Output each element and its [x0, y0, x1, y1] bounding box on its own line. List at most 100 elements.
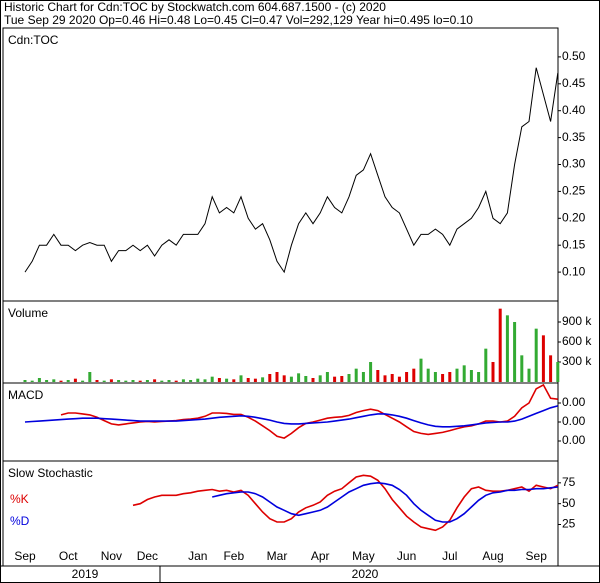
volume-bar [520, 355, 524, 382]
x-tick-label: Jul [442, 549, 457, 563]
y-tick-label: 0.50 [562, 49, 586, 63]
x-tick-label: Aug [482, 549, 503, 563]
x-tick-label: Sep [526, 549, 548, 563]
legend-entry: %D [10, 514, 30, 528]
y-tick-label: 900 k [562, 314, 592, 328]
panel-title: Cdn:TOC [8, 33, 59, 47]
volume-bar [153, 379, 157, 382]
volume-bar [498, 308, 502, 382]
y-tick-label: 0.40 [562, 103, 586, 117]
x-tick-label: May [352, 549, 375, 563]
volume-bar [419, 358, 423, 382]
volume-bar [397, 376, 401, 382]
y-tick-label: 300 k [562, 354, 592, 368]
y-tick-label: 0.45 [562, 76, 586, 90]
volume-bar [52, 379, 56, 382]
volume-bar [527, 368, 531, 382]
volume-bar [59, 380, 63, 382]
volume-bar [203, 379, 207, 382]
volume-bar [239, 375, 243, 382]
volume-bar [88, 372, 92, 382]
year-label: 2019 [72, 567, 99, 581]
panel-title: Volume [8, 306, 48, 320]
volume-bar [441, 374, 445, 382]
volume-bar [541, 335, 545, 382]
volume-bar [333, 376, 337, 382]
y-tick-label: 0.25 [562, 184, 586, 198]
y-tick-label: 0.15 [562, 237, 586, 251]
x-tick-label: Apr [311, 549, 330, 563]
volume-bar [491, 362, 495, 382]
volume-bar [95, 380, 99, 382]
volume-bar [81, 380, 85, 382]
volume-bar [484, 348, 488, 382]
volume-bar [167, 380, 171, 382]
header-line: Tue Sep 29 2020 Op=0.46 Hi=0.48 Lo=0.45 … [4, 13, 473, 27]
panel-frame [2, 300, 559, 384]
volume-bar [383, 375, 387, 382]
x-tick-label: Nov [101, 549, 122, 563]
volume-bar [109, 379, 113, 382]
x-tick-label: Mar [267, 549, 288, 563]
series-line [132, 474, 559, 532]
volume-bar [37, 378, 41, 382]
volume-bar [304, 376, 308, 382]
volume-bar [297, 373, 301, 382]
volume-bar [23, 380, 27, 382]
x-tick-label: Feb [223, 549, 244, 563]
volume-bar [232, 379, 236, 382]
y-tick-label: 0.00 [562, 433, 586, 447]
volume-bar [160, 380, 164, 382]
volume-bar [196, 378, 200, 382]
volume-bar [131, 380, 135, 382]
series-line [212, 481, 558, 523]
y-tick-label: 0.35 [562, 130, 586, 144]
volume-bar [462, 365, 466, 382]
volume-bar [311, 378, 315, 382]
volume-bar [246, 378, 250, 382]
volume-bar [390, 374, 394, 382]
volume-bar [275, 372, 279, 382]
volume-bar [369, 362, 373, 382]
x-tick-label: Sep [14, 549, 36, 563]
volume-bar [455, 368, 459, 382]
volume-bar [549, 355, 553, 382]
volume-bar [340, 376, 344, 382]
volume-bar [268, 374, 272, 382]
panel-title: MACD [8, 388, 44, 402]
volume-bar [361, 372, 365, 382]
volume-bar [469, 370, 473, 382]
volume-bar [253, 378, 257, 382]
volume-bar [117, 380, 121, 382]
volume-bar [225, 378, 229, 382]
volume-bar [66, 380, 70, 382]
panel-frame [2, 27, 559, 302]
y-tick-label: 50 [562, 496, 576, 510]
volume-bar [73, 378, 77, 382]
volume-bar [426, 368, 430, 382]
volume-bar [448, 372, 452, 382]
volume-bar [289, 376, 293, 382]
x-tick-label: Dec [137, 549, 158, 563]
volume-bar [145, 380, 149, 382]
header-line: Historic Chart for Cdn:TOC by Stockwatch… [4, 0, 386, 14]
x-tick-label: Jun [397, 549, 416, 563]
volume-bar [556, 362, 560, 382]
x-tick-label: Jan [188, 549, 207, 563]
volume-bar [347, 374, 351, 382]
y-tick-label: 0.10 [562, 264, 586, 278]
y-tick-label: 25 [562, 517, 576, 531]
panel-title: Slow Stochastic [8, 466, 93, 480]
y-tick-label: 0.00 [562, 395, 586, 409]
volume-bar [376, 370, 380, 382]
volume-bar [138, 380, 142, 382]
y-tick-label: 600 k [562, 334, 592, 348]
y-tick-label: 0.00 [562, 414, 586, 428]
legend-entry: %K [10, 492, 29, 506]
volume-bar [433, 372, 437, 382]
x-tick-label: Oct [59, 549, 78, 563]
series-line [24, 67, 559, 274]
volume-bar [325, 372, 329, 382]
